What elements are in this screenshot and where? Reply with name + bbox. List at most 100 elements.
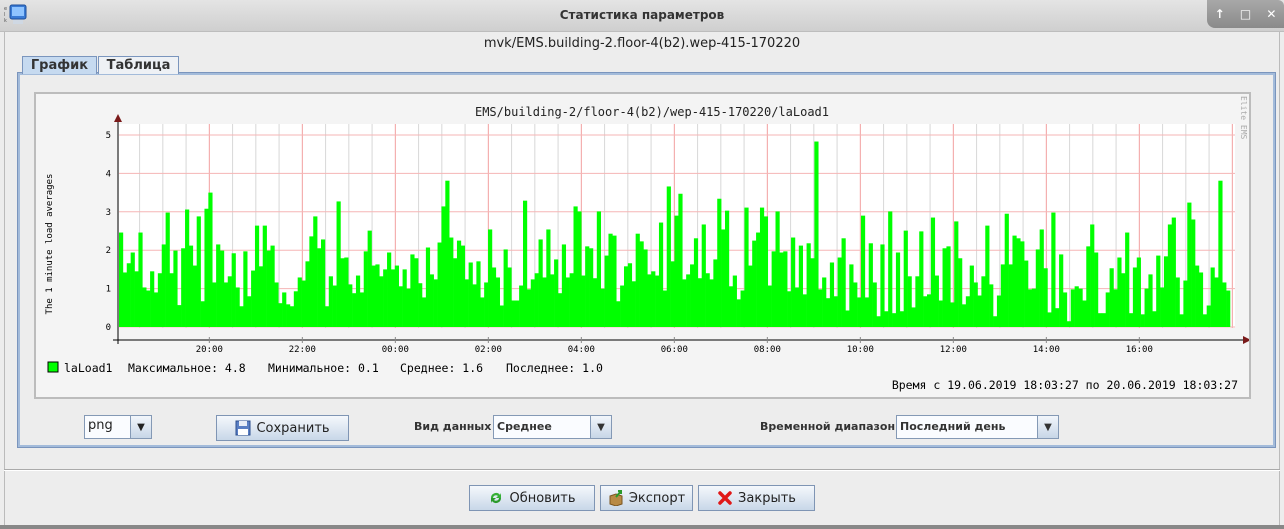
bar [1031, 288, 1037, 327]
bar [981, 276, 986, 327]
bar [1167, 224, 1173, 327]
bar [927, 294, 932, 327]
maximize-icon[interactable]: □ [1239, 7, 1252, 21]
bar [472, 284, 477, 327]
tab-table[interactable]: Таблица [98, 56, 179, 74]
bar [1198, 272, 1204, 327]
time-range-select[interactable]: Последний день ▼ [896, 415, 1059, 439]
bar [888, 211, 893, 327]
y-tick-label: 3 [106, 208, 111, 218]
bar [480, 297, 485, 327]
footer-divider [4, 469, 1280, 471]
bar [340, 258, 345, 327]
bar [530, 279, 535, 327]
bar [1012, 235, 1017, 327]
bar [686, 274, 691, 327]
bar [631, 281, 636, 327]
bar [744, 207, 749, 327]
bar [542, 277, 547, 327]
chevron-down-icon[interactable]: ▼ [591, 416, 611, 438]
bar [503, 249, 508, 327]
bar [872, 282, 877, 327]
export-box-icon [609, 490, 623, 506]
bar [243, 251, 248, 327]
watermark: Elite EMS [1239, 96, 1248, 140]
bar [1187, 202, 1192, 327]
bar [212, 282, 217, 327]
bar [670, 261, 675, 327]
refresh-button[interactable]: Обновить [469, 485, 595, 511]
close-window-icon[interactable]: ✕ [1266, 7, 1277, 21]
bar [783, 251, 788, 327]
bar [899, 311, 904, 327]
bar [270, 245, 275, 327]
chevron-down-icon[interactable]: ▼ [1038, 416, 1058, 438]
bar [336, 201, 341, 327]
bar [153, 292, 159, 327]
bar [122, 272, 128, 327]
bar [573, 206, 578, 327]
save-button[interactable]: Сохранить [216, 415, 349, 441]
bar [1004, 213, 1009, 327]
svg-text:e: e [4, 6, 7, 12]
bar [1105, 292, 1110, 327]
bar [771, 251, 776, 327]
bar [756, 232, 761, 327]
bar [359, 292, 365, 327]
chart-panel: 0 1 2 3 4 5 20:00 22:00 00:00 02:00 04:00 06:00 08:0… [34, 92, 1251, 399]
bar [251, 270, 256, 327]
bar [305, 261, 310, 327]
bar [526, 289, 532, 327]
bar [1214, 277, 1219, 327]
x-tick-label: 14:00 [1033, 345, 1060, 355]
bar [239, 306, 244, 327]
bar [289, 306, 295, 327]
bar [561, 244, 567, 327]
bar [822, 277, 827, 327]
bar [223, 282, 229, 327]
bar [565, 277, 570, 327]
bar [554, 259, 559, 327]
bar [919, 231, 924, 327]
bar [1160, 287, 1165, 327]
bar [274, 282, 279, 327]
tab-graph[interactable]: График [22, 56, 97, 74]
bar [142, 287, 147, 327]
bar [476, 261, 481, 327]
bar [1043, 268, 1048, 327]
bar [791, 237, 796, 327]
format-select[interactable]: png ▼ [84, 415, 152, 439]
bar [697, 278, 702, 327]
close-button[interactable]: Закрыть [698, 485, 815, 511]
bar [433, 279, 438, 327]
svg-text:k: k [4, 18, 7, 24]
bar [787, 291, 792, 327]
bar [577, 211, 582, 327]
bar [437, 242, 442, 327]
bar [635, 233, 640, 327]
y-axis-arrow-icon [114, 114, 122, 122]
bar [321, 239, 326, 327]
bar [418, 283, 423, 327]
bar [181, 248, 186, 327]
bar [282, 292, 287, 327]
window-controls: ↑ □ ✕ [1207, 0, 1284, 28]
bar [860, 215, 866, 327]
chevron-down-icon[interactable]: ▼ [131, 416, 151, 438]
bar [247, 296, 252, 327]
bar [177, 305, 182, 327]
data-view-select[interactable]: Среднее ▼ [493, 415, 612, 439]
bar [258, 266, 264, 327]
bar [569, 273, 574, 327]
bar [363, 251, 368, 327]
bar [693, 238, 699, 327]
shade-window-icon[interactable]: ↑ [1214, 7, 1225, 21]
bar [379, 276, 384, 327]
bar [550, 274, 555, 327]
bar [185, 209, 190, 327]
bar [829, 262, 835, 327]
bar [1125, 232, 1130, 327]
bar [538, 239, 543, 327]
export-button[interactable]: Экспорт [600, 485, 693, 511]
bar [1179, 314, 1184, 327]
